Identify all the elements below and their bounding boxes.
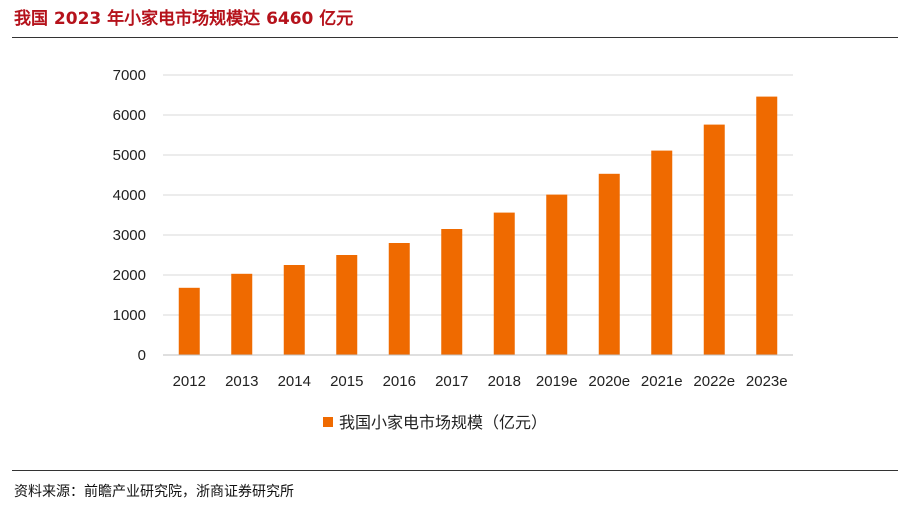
bar: [283, 265, 305, 355]
bar: [493, 212, 515, 355]
x-tick-label: 2012: [173, 373, 206, 390]
legend: 我国小家电市场规模（亿元）: [323, 413, 547, 432]
x-tick-label: 2015: [330, 373, 363, 390]
bar: [703, 124, 725, 355]
x-tick-label: 2019e: [536, 373, 578, 390]
top-divider: [12, 37, 898, 38]
legend-swatch: [323, 417, 333, 427]
chart-title: 我国 2023 年小家电市场规模达 6460 亿元: [14, 9, 354, 29]
y-tick-label: 7000: [113, 67, 146, 84]
bar: [441, 229, 463, 355]
gridlines: [163, 74, 793, 316]
y-tick-label: 1000: [113, 307, 146, 324]
y-tick-label: 3000: [113, 227, 146, 244]
x-tick-label: 2022e: [693, 373, 735, 390]
bar: [388, 243, 410, 355]
x-tick-label: 2014: [278, 373, 311, 390]
bar: [336, 255, 358, 355]
bars: [178, 96, 778, 355]
y-tick-label: 2000: [113, 267, 146, 284]
y-tick-label: 4000: [113, 187, 146, 204]
x-axis-ticks: 2012 2013 2014 2015 2016 2017 2018 2019e 2020e 20…: [173, 373, 788, 390]
y-tick-label: 5000: [113, 147, 146, 164]
legend-label: 我国小家电市场规模（亿元）: [339, 413, 547, 432]
bar: [546, 194, 568, 355]
bar: [231, 273, 253, 355]
x-tick-label: 2020e: [588, 373, 630, 390]
source-note: 资料来源：前瞻产业研究院，浙商证券研究所: [14, 484, 294, 500]
bar: [598, 173, 620, 355]
x-tick-label: 2013: [225, 373, 258, 390]
bar: [756, 96, 778, 355]
bar: [178, 287, 200, 355]
x-tick-label: 2023e: [746, 373, 788, 390]
y-axis-ticks: 0 1000 2000 3000 4000 5000 6000 7000: [113, 67, 146, 364]
bottom-divider: [12, 470, 898, 471]
bar: [651, 150, 673, 355]
x-tick-label: 2016: [383, 373, 416, 390]
x-tick-label: 2018: [488, 373, 521, 390]
x-tick-label: 2021e: [641, 373, 683, 390]
x-tick-label: 2017: [435, 373, 468, 390]
y-tick-label: 0: [138, 347, 146, 364]
y-tick-label: 6000: [113, 107, 146, 124]
